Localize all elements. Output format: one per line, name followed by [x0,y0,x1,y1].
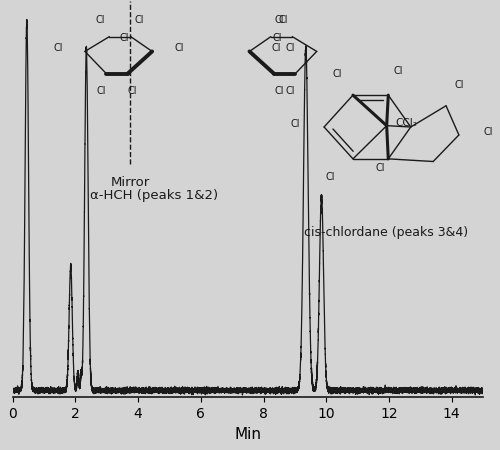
Text: Cl: Cl [454,80,464,90]
Text: Cl: Cl [128,86,138,96]
Text: Mirror: Mirror [110,176,150,189]
Text: Cl: Cl [96,86,106,96]
Text: Cl: Cl [135,15,144,25]
Text: Cl: Cl [53,44,62,54]
Text: Cl: Cl [278,15,288,25]
Text: Cl: Cl [96,15,106,25]
Text: α-HCH (peaks 1&2): α-HCH (peaks 1&2) [90,189,218,202]
Text: Cl: Cl [285,44,294,54]
Text: Cl: Cl [376,163,385,173]
Text: cis-chlordane (peaks 3&4): cis-chlordane (peaks 3&4) [304,226,468,239]
Text: Cl: Cl [272,33,281,44]
Text: Cl: Cl [272,44,281,54]
Text: Cl: Cl [274,86,283,96]
Text: Cl: Cl [326,172,336,182]
Text: Cl: Cl [393,66,402,76]
Text: Cl: Cl [483,127,492,137]
Text: Cl: Cl [286,86,295,96]
Text: Cl: Cl [275,15,284,25]
Text: CCl₂: CCl₂ [395,118,417,128]
Text: Cl: Cl [174,44,184,54]
Text: Cl: Cl [290,119,300,129]
X-axis label: Min: Min [234,427,262,441]
Text: Cl: Cl [332,69,342,79]
Text: Cl: Cl [120,33,130,44]
